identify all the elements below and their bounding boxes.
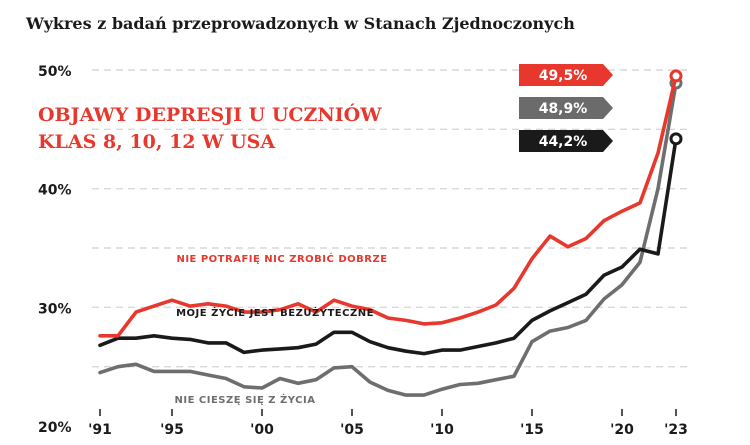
series-label: NIE POTRAFIĘ NIC ZROBIĆ DOBRZE (176, 252, 387, 265)
series-line-0 (98, 74, 678, 338)
x-axis-ticks: '91 '95 '00 '05 '10 '15 '20 '23 (88, 409, 688, 438)
series-label: NIE CIESZĘ SIĘ Z ŻYCIA (175, 392, 316, 406)
chart-title: OBJAWY DEPRESJI U UCZNIÓW KLAS 8, 10, 12… (38, 103, 388, 153)
series-end-point (669, 132, 683, 146)
x-tick-label: '05 (340, 422, 364, 438)
end-value-badges: 49,5% 48,9% 44,2% (519, 64, 613, 152)
value-badge (519, 97, 613, 119)
series-end-point (669, 69, 683, 83)
series-line-1 (98, 137, 678, 356)
x-tick-label: '91 (88, 422, 112, 438)
value-badge-label: 49,5% (539, 68, 588, 84)
x-tick-label: '00 (250, 422, 274, 438)
value-badge (519, 130, 613, 152)
x-tick-label: '10 (430, 422, 454, 438)
x-tick-label: '20 (610, 422, 634, 438)
y-tick-label: 40% (38, 183, 72, 199)
y-tick-label: 30% (38, 301, 72, 317)
x-tick-label: '23 (664, 422, 688, 438)
page-title: Wykres z badań przeprowadzonych w Stanac… (26, 14, 575, 33)
x-tick-label: '95 (160, 422, 184, 438)
y-axis-ticks: 20% 30% 40% 50% (38, 64, 72, 436)
value-badge-label: 44,2% (539, 134, 588, 150)
value-badge (519, 64, 613, 86)
value-badge-label: 48,9% (539, 101, 588, 117)
y-tick-label: 20% (38, 420, 72, 436)
series-label: MOJE ŻYCIE JEST BEZUŻYTECZNE (176, 305, 374, 319)
series-labels: NIE POTRAFIĘ NIC ZROBIĆ DOBRZE MOJE ŻYCIE… (175, 252, 388, 406)
x-tick-label: '15 (520, 422, 544, 438)
series-line-2 (98, 81, 678, 397)
y-tick-label: 50% (38, 64, 72, 80)
series-lines (98, 69, 683, 397)
